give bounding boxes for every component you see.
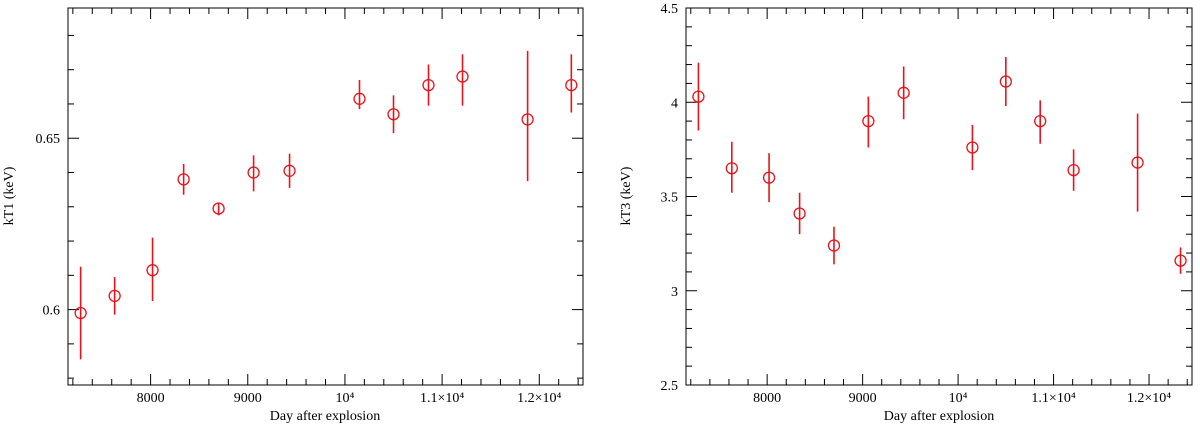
kt1-y-ticks: 0.6 0.65	[36, 34, 583, 379]
kt1-x-axis-label: Day after explosion	[270, 409, 380, 424]
kt1-data-point	[177, 173, 190, 186]
kt1-plot-frame	[67, 7, 584, 386]
kt3-data-point	[999, 75, 1012, 88]
kt3-y-ticks: 2.5 3 3.5 4 4.5	[661, 2, 1192, 394]
kt3-y-axis-label: kT3 (keV)	[619, 166, 634, 225]
kt1-data-point	[146, 264, 159, 277]
kt3-data-point	[966, 141, 979, 154]
kt1-data-point	[521, 113, 534, 126]
kt1-x-tick-label: 1.2×10⁴	[517, 391, 561, 406]
kt3-data-point	[1034, 114, 1047, 128]
kt3-data-point	[862, 114, 875, 128]
kt3-data-point	[1131, 156, 1144, 169]
kt3-data-point	[827, 239, 841, 252]
kt1-x-tick-label: 10⁴	[335, 391, 354, 406]
kt3-y-tick-label: 3	[671, 285, 678, 300]
kt3-x-ticks: 8000 9000 10⁴ 1.1×10⁴ 1.2×10⁴	[690, 8, 1188, 406]
kt3-x-axis-label: Day after explosion	[884, 409, 994, 424]
kt1-y-tick-label: 0.65	[36, 132, 61, 147]
kt3-x-tick-label: 1.1×10⁴	[1031, 391, 1075, 406]
kt3-data-point	[793, 207, 806, 220]
kt3-y-tick-label: 3.5	[661, 191, 679, 206]
kt1-data-point	[353, 92, 366, 105]
kt3-y-tick-label: 4	[671, 96, 678, 111]
kt3-data-point	[1174, 254, 1187, 267]
kt1-y-tick-label: 0.6	[43, 304, 61, 319]
kt1-x-tick-label: 8000	[137, 391, 165, 406]
kt3-panel: 8000 9000 10⁴ 1.1×10⁴ 1.2×10⁴ 2.5 3 3.5 4 4.5 Da…	[619, 2, 1193, 424]
kt1-data-point	[247, 166, 260, 179]
kt1-data-points	[74, 50, 578, 360]
kt1-data-point	[212, 202, 225, 215]
kt3-data-point	[897, 86, 910, 99]
kt1-x-tick-label: 1.1×10⁴	[420, 391, 464, 406]
kt1-data-point	[565, 78, 578, 92]
kt1-x-tick-label: 9000	[234, 391, 262, 406]
kt3-plot-frame	[685, 7, 1193, 386]
kt3-data-point	[692, 90, 705, 103]
kt1-data-point	[74, 306, 87, 320]
kt1-panel: 8000 9000 10⁴ 1.1×10⁴ 1.2×10⁴ 0.6 0.65 Day af…	[2, 7, 584, 424]
kt3-data-point	[762, 171, 776, 184]
kt3-y-tick-label: 2.5	[661, 379, 679, 394]
kt3-data-point	[725, 162, 738, 175]
kt3-x-tick-label: 10⁴	[949, 391, 968, 406]
kt1-data-point	[456, 70, 469, 83]
kt1-data-point	[387, 108, 400, 121]
kt1-y-axis-label: kT1 (keV)	[2, 166, 17, 225]
kt3-x-tick-label: 1.2×10⁴	[1127, 391, 1171, 406]
kt1-x-ticks: 8000 9000 10⁴ 1.1×10⁴ 1.2×10⁴	[72, 8, 579, 406]
kt3-data-point	[1067, 163, 1080, 177]
kt3-x-tick-label: 9000	[849, 391, 877, 406]
kt3-data-points	[692, 57, 1187, 274]
kt3-x-tick-label: 8000	[753, 391, 781, 406]
kt1-data-point	[283, 164, 296, 177]
kt1-data-point	[422, 78, 435, 92]
kt1-data-point	[108, 289, 121, 303]
kt3-y-tick-label: 4.5	[661, 2, 679, 17]
